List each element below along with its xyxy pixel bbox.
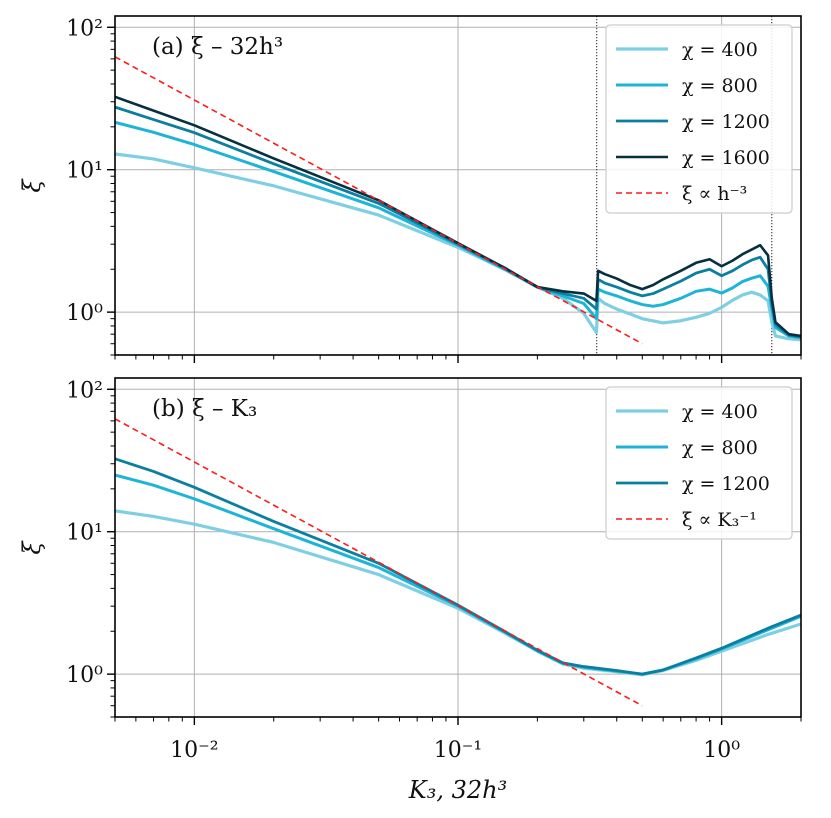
panel-b: 10⁻² 10⁻¹ 10⁰ 10⁰ 10¹ 10² (b) ξ – K₃ ξ K₃, 32… — [18, 377, 802, 804]
panel-b-xtick-label: 10⁻² — [170, 738, 218, 763]
panel-b-ticks: 10⁻² 10⁻¹ 10⁰ 10⁰ 10¹ 10² — [66, 378, 802, 763]
panel-b-series — [115, 418, 801, 707]
panel-a-legend-label: χ = 1200 — [682, 111, 770, 133]
panel-b-ytick-label: 10² — [66, 378, 103, 403]
panel-a-ylabel: ξ — [18, 178, 46, 193]
panel-b-legend-label: χ = 1200 — [682, 473, 770, 495]
panel-a-legend-label: ξ ∝ h⁻³ — [682, 183, 747, 205]
panel-b-series-line-3 — [115, 418, 643, 707]
panel-a-legend: χ = 400 χ = 800 χ = 1200 χ = 1600 ξ ∝ h⁻³ — [605, 24, 793, 214]
panel-b-legend-label: χ = 400 — [682, 401, 758, 423]
panel-a-series-line-4 — [115, 56, 643, 345]
panel-a-ticks: 10⁰ 10¹ 10² — [66, 16, 802, 363]
panel-b-ytick-label: 10¹ — [66, 521, 103, 546]
panel-a-legend-label: χ = 800 — [682, 75, 758, 97]
panel-a-ytick-label: 10¹ — [66, 159, 103, 184]
panel-a-legend-label: χ = 400 — [682, 39, 758, 61]
panel-b-legend-label: χ = 800 — [682, 437, 758, 459]
panel-a-ytick-label: 10² — [66, 16, 103, 41]
panel-b-ytick-label: 10⁰ — [66, 663, 103, 688]
panel-a-ytick-label: 10⁰ — [66, 301, 103, 326]
panel-b-title: (b) ξ – K₃ — [152, 396, 257, 422]
panel-b-legend: χ = 400 χ = 800 χ = 1200 ξ ∝ K₃⁻¹ — [605, 386, 793, 540]
panel-b-ylabel: ξ — [18, 540, 46, 555]
panel-a-legend-box — [605, 24, 793, 214]
panel-a-legend-label: χ = 1600 — [682, 147, 770, 169]
panel-b-legend-label: ξ ∝ K₃⁻¹ — [682, 509, 757, 531]
panel-a-title: (a) ξ – 32h³ — [152, 34, 283, 60]
panel-b-xlabel: K₃, 32h³ — [408, 776, 507, 804]
panel-a-series-line-0 — [115, 152, 801, 342]
panel-a-series — [115, 56, 801, 345]
panel-b-xtick-label: 10⁻¹ — [434, 738, 482, 763]
panel-b-xtick-label: 10⁰ — [703, 738, 740, 763]
panel-b-legend-box — [605, 386, 793, 540]
